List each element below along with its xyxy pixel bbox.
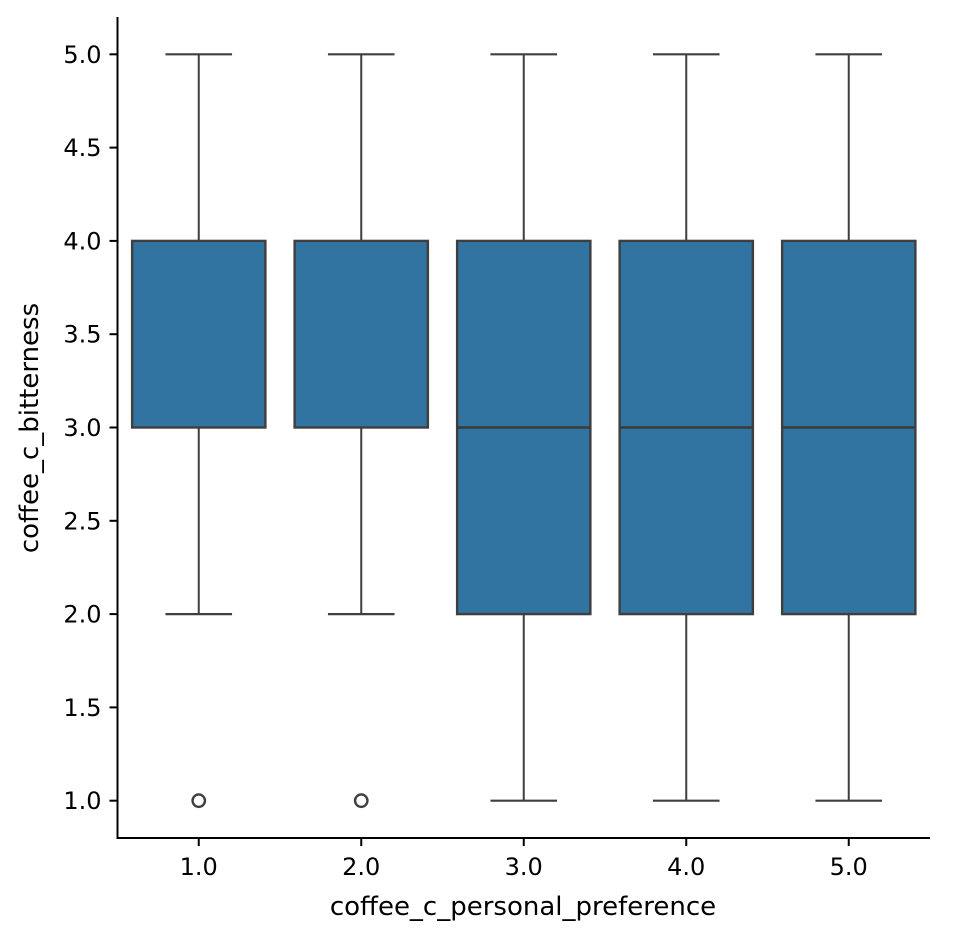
y-tick-label: 5.0 <box>63 41 101 69</box>
y-tick-label: 1.5 <box>63 694 101 722</box>
box <box>293 239 430 429</box>
y-tick-label: 4.0 <box>63 227 101 255</box>
y-tick-label: 3.0 <box>63 414 101 442</box>
y-tick-label: 1.0 <box>63 787 101 815</box>
y-axis-label: coffee_c_bitterness <box>15 302 45 554</box>
x-tick-label: 5.0 <box>830 853 868 881</box>
x-tick-label: 3.0 <box>505 853 543 881</box>
x-tick-label: 4.0 <box>667 853 705 881</box>
x-tick-label: 1.0 <box>180 853 218 881</box>
outlier-point <box>191 793 207 809</box>
y-tick-label: 4.5 <box>63 134 101 162</box>
box <box>130 239 267 429</box>
y-tick-label: 3.5 <box>63 321 101 349</box>
outlier-point <box>353 793 369 809</box>
y-tick-label: 2.5 <box>63 507 101 535</box>
x-axis-label: coffee_c_personal_preference <box>329 892 717 922</box>
x-tick-label: 2.0 <box>342 853 380 881</box>
y-tick-label: 2.0 <box>63 601 101 629</box>
